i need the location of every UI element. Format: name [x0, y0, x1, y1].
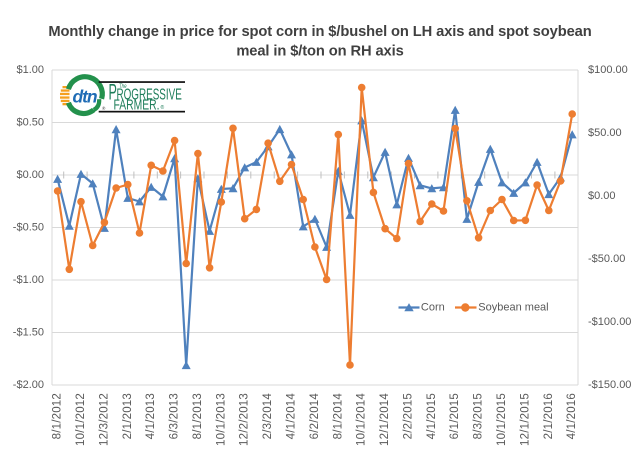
svg-text:-$150.00: -$150.00 — [588, 379, 631, 391]
svg-text:10/1/2014: 10/1/2014 — [356, 393, 368, 446]
svg-text:8/1/2014: 8/1/2014 — [332, 393, 344, 440]
svg-text:8/3/2015: 8/3/2015 — [473, 393, 485, 439]
svg-text:4/1/2015: 4/1/2015 — [426, 393, 438, 439]
svg-text:Monthly change in price for sp: Monthly change in price for spot corn in… — [48, 24, 591, 40]
svg-text:6/3/2013: 6/3/2013 — [169, 393, 181, 439]
svg-text:4/1/2013: 4/1/2013 — [145, 393, 157, 439]
svg-text:®: ® — [102, 105, 106, 111]
svg-text:meal in $/ton on RH axis: meal in $/ton on RH axis — [236, 44, 403, 60]
svg-text:6/2/2014: 6/2/2014 — [309, 393, 321, 440]
svg-text:®: ® — [161, 104, 165, 111]
svg-text:FARMER.: FARMER. — [114, 97, 160, 113]
svg-text:2/1/2016: 2/1/2016 — [543, 393, 555, 439]
svg-text:$100.00: $100.00 — [588, 64, 628, 76]
svg-text:P: P — [109, 80, 117, 105]
svg-text:2/2/2015: 2/2/2015 — [403, 393, 415, 439]
svg-text:ROGRESSIVE: ROGRESSIVE — [117, 87, 182, 104]
svg-text:12/3/2012: 12/3/2012 — [98, 393, 110, 446]
svg-text:4/1/2014: 4/1/2014 — [286, 393, 298, 440]
svg-text:Corn: Corn — [421, 302, 445, 314]
svg-text:12/2/2013: 12/2/2013 — [239, 393, 251, 446]
svg-text:-$0.50: -$0.50 — [13, 222, 44, 234]
svg-text:10/1/2012: 10/1/2012 — [75, 393, 87, 446]
svg-text:The: The — [119, 83, 127, 90]
svg-text:2/1/2013: 2/1/2013 — [122, 393, 134, 439]
svg-text:6/1/2015: 6/1/2015 — [449, 393, 461, 439]
svg-text:$0.00: $0.00 — [588, 190, 616, 202]
svg-text:12/1/2015: 12/1/2015 — [519, 393, 531, 446]
svg-text:-$100.00: -$100.00 — [588, 316, 631, 328]
svg-text:dtn: dtn — [73, 87, 97, 107]
svg-text:-$2.00: -$2.00 — [13, 379, 44, 391]
svg-text:-$50.00: -$50.00 — [588, 253, 625, 265]
svg-text:8/1/2013: 8/1/2013 — [192, 393, 204, 439]
svg-text:2/3/2014: 2/3/2014 — [262, 393, 274, 440]
svg-text:8/1/2012: 8/1/2012 — [52, 393, 64, 439]
svg-text:12/1/2014: 12/1/2014 — [379, 393, 391, 446]
svg-text:$50.00: $50.00 — [588, 127, 622, 139]
svg-text:$0.00: $0.00 — [16, 169, 44, 181]
svg-text:-$1.50: -$1.50 — [13, 327, 44, 339]
svg-text:Soybean meal: Soybean meal — [478, 302, 548, 314]
svg-text:-$1.00: -$1.00 — [13, 274, 44, 286]
svg-text:$0.50: $0.50 — [16, 117, 44, 129]
svg-text:10/1/2015: 10/1/2015 — [496, 393, 508, 446]
svg-text:10/1/2013: 10/1/2013 — [215, 393, 227, 446]
svg-text:4/1/2016: 4/1/2016 — [566, 393, 578, 439]
svg-text:$1.00: $1.00 — [16, 64, 44, 76]
